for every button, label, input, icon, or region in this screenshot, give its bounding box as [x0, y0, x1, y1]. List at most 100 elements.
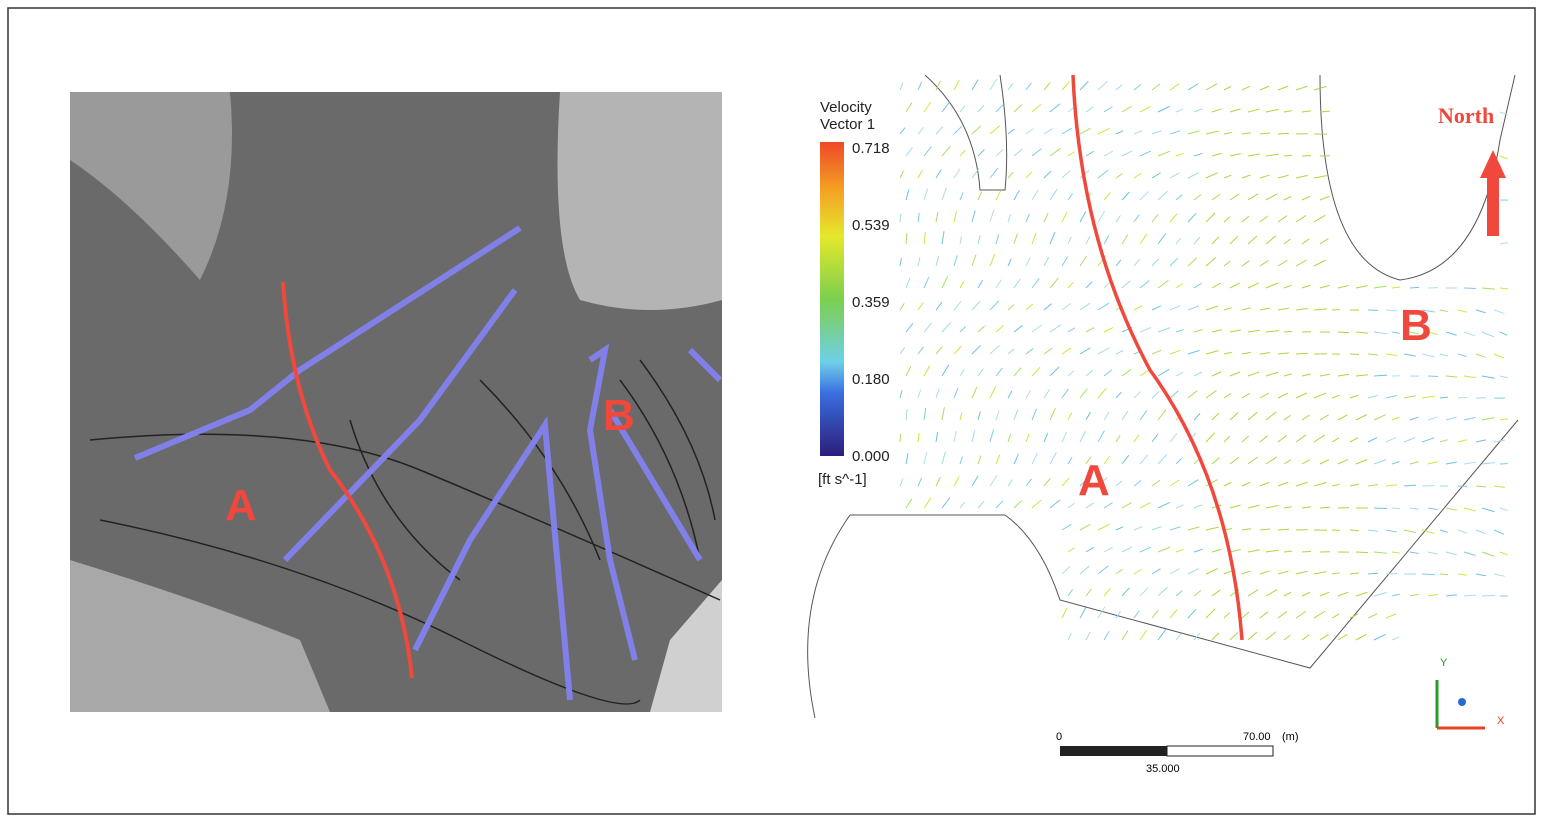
- velocity-vector: [1302, 155, 1311, 156]
- velocity-vector: [1440, 440, 1448, 442]
- velocity-vector: [1098, 170, 1108, 178]
- velocity-vector: [1260, 529, 1270, 530]
- velocity-vector: [1296, 86, 1307, 90]
- velocity-vector: [1278, 308, 1289, 310]
- velocity-vector: [1302, 196, 1310, 200]
- velocity-vector: [1314, 393, 1326, 398]
- velocity-vector: [1176, 109, 1183, 112]
- velocity-vector: [1134, 173, 1142, 178]
- velocity-vector: [1068, 633, 1071, 640]
- axis-z: [1458, 698, 1466, 706]
- velocity-vector: [1278, 175, 1289, 178]
- velocity-vector: [1194, 109, 1202, 112]
- velocity-vector: [1356, 459, 1367, 464]
- velocity-vector: [1296, 309, 1308, 310]
- velocity-vector: [1062, 432, 1067, 442]
- velocity-vector: [1260, 86, 1269, 90]
- velocity-vector: [1134, 131, 1142, 134]
- velocity-vector: [1224, 613, 1230, 618]
- velocity-vector: [1314, 176, 1327, 178]
- velocity-vector: [1062, 389, 1068, 398]
- velocity-vector: [1140, 630, 1147, 640]
- velocity-vector: [960, 193, 963, 200]
- velocity-vector: [1098, 128, 1110, 134]
- velocity-vector: [960, 502, 965, 508]
- velocity-vector: [906, 189, 909, 200]
- velocity-vector: [936, 432, 938, 442]
- velocity-vector: [996, 191, 1000, 200]
- velocity-vector: [1428, 417, 1438, 420]
- velocity-vector: [1062, 82, 1069, 90]
- velocity-vector: [1068, 194, 1073, 200]
- velocity-vector: [1284, 415, 1290, 420]
- velocity-vector: [924, 498, 931, 508]
- velocity-vector: [1356, 634, 1367, 640]
- velocity-vector: [942, 231, 944, 244]
- velocity-vector: [1044, 213, 1048, 222]
- velocity-vector: [1248, 283, 1259, 288]
- velocity-vector: [1170, 350, 1180, 354]
- velocity-vector: [1170, 391, 1178, 398]
- velocity-vector: [1206, 84, 1217, 90]
- velocity-vector: [1086, 547, 1094, 552]
- velocity-vector: [1302, 111, 1311, 112]
- velocity-vector: [1134, 527, 1142, 530]
- velocity-vector: [1104, 370, 1112, 376]
- velocity-vector: [990, 475, 997, 486]
- velocity-vector: [1392, 287, 1400, 288]
- velocity-vector: [1338, 459, 1348, 464]
- velocity-vector: [1008, 434, 1010, 442]
- velocity-vector: [1242, 436, 1249, 442]
- velocity-vector: [1464, 462, 1476, 464]
- velocity-vector: [1176, 505, 1183, 508]
- velocity-vector: [1080, 607, 1086, 618]
- velocity-vector: [1008, 214, 1011, 222]
- velocity-vector: [1278, 612, 1287, 618]
- velocity-vector: [1104, 151, 1113, 156]
- velocity-vector: [1014, 234, 1017, 244]
- velocity-vector: [1296, 175, 1308, 178]
- velocity-vector: [978, 456, 981, 464]
- velocity-vector: [1134, 480, 1141, 486]
- velocity-vector: [1086, 328, 1094, 332]
- velocity-vector: [990, 168, 998, 178]
- velocity-vector: [1188, 306, 1199, 310]
- velocity-vector: [1392, 637, 1399, 640]
- velocity-vector: [1302, 551, 1311, 552]
- velocity-vector: [1320, 374, 1330, 376]
- velocity-vector: [1062, 257, 1068, 266]
- velocity-vector: [924, 408, 926, 420]
- velocity-vector: [1260, 260, 1268, 266]
- velocity-vector: [1152, 131, 1161, 134]
- velocity-vector: [1266, 632, 1276, 640]
- velocity-vector: [900, 434, 901, 442]
- velocity-vector: [1026, 214, 1029, 222]
- velocity-vector: [1284, 285, 1292, 288]
- velocity-vector: [1152, 480, 1160, 486]
- velocity-vector: [1194, 549, 1203, 552]
- velocity-vector: [1206, 351, 1219, 354]
- velocity-vector: [1494, 486, 1505, 487]
- velocity-vector: [1014, 104, 1022, 112]
- velocity-vector: [1170, 306, 1180, 310]
- velocity-vector: [1500, 288, 1508, 289]
- velocity-vector: [954, 302, 961, 310]
- velocity-vector: [1320, 239, 1328, 244]
- velocity-vector: [1476, 574, 1486, 576]
- velocity-vector: [1260, 308, 1270, 310]
- velocity-vector: [1260, 175, 1270, 178]
- velocity-vector: [1176, 330, 1184, 332]
- velocity-vector: [1302, 239, 1309, 244]
- velocity-vector: [1446, 552, 1457, 555]
- velocity-vector: [1266, 505, 1279, 508]
- velocity-vector: [1068, 413, 1072, 420]
- scale-label: 0: [1056, 731, 1062, 743]
- velocity-vector: [1086, 412, 1090, 420]
- legend-title: Vector 1: [820, 116, 875, 133]
- velocity-vector: [1212, 633, 1219, 640]
- velocity-vector: [942, 146, 950, 156]
- velocity-vector: [1248, 154, 1260, 156]
- velocity-vector: [1242, 86, 1250, 90]
- velocity-vector: [1188, 84, 1198, 90]
- region-label: B: [1400, 301, 1432, 350]
